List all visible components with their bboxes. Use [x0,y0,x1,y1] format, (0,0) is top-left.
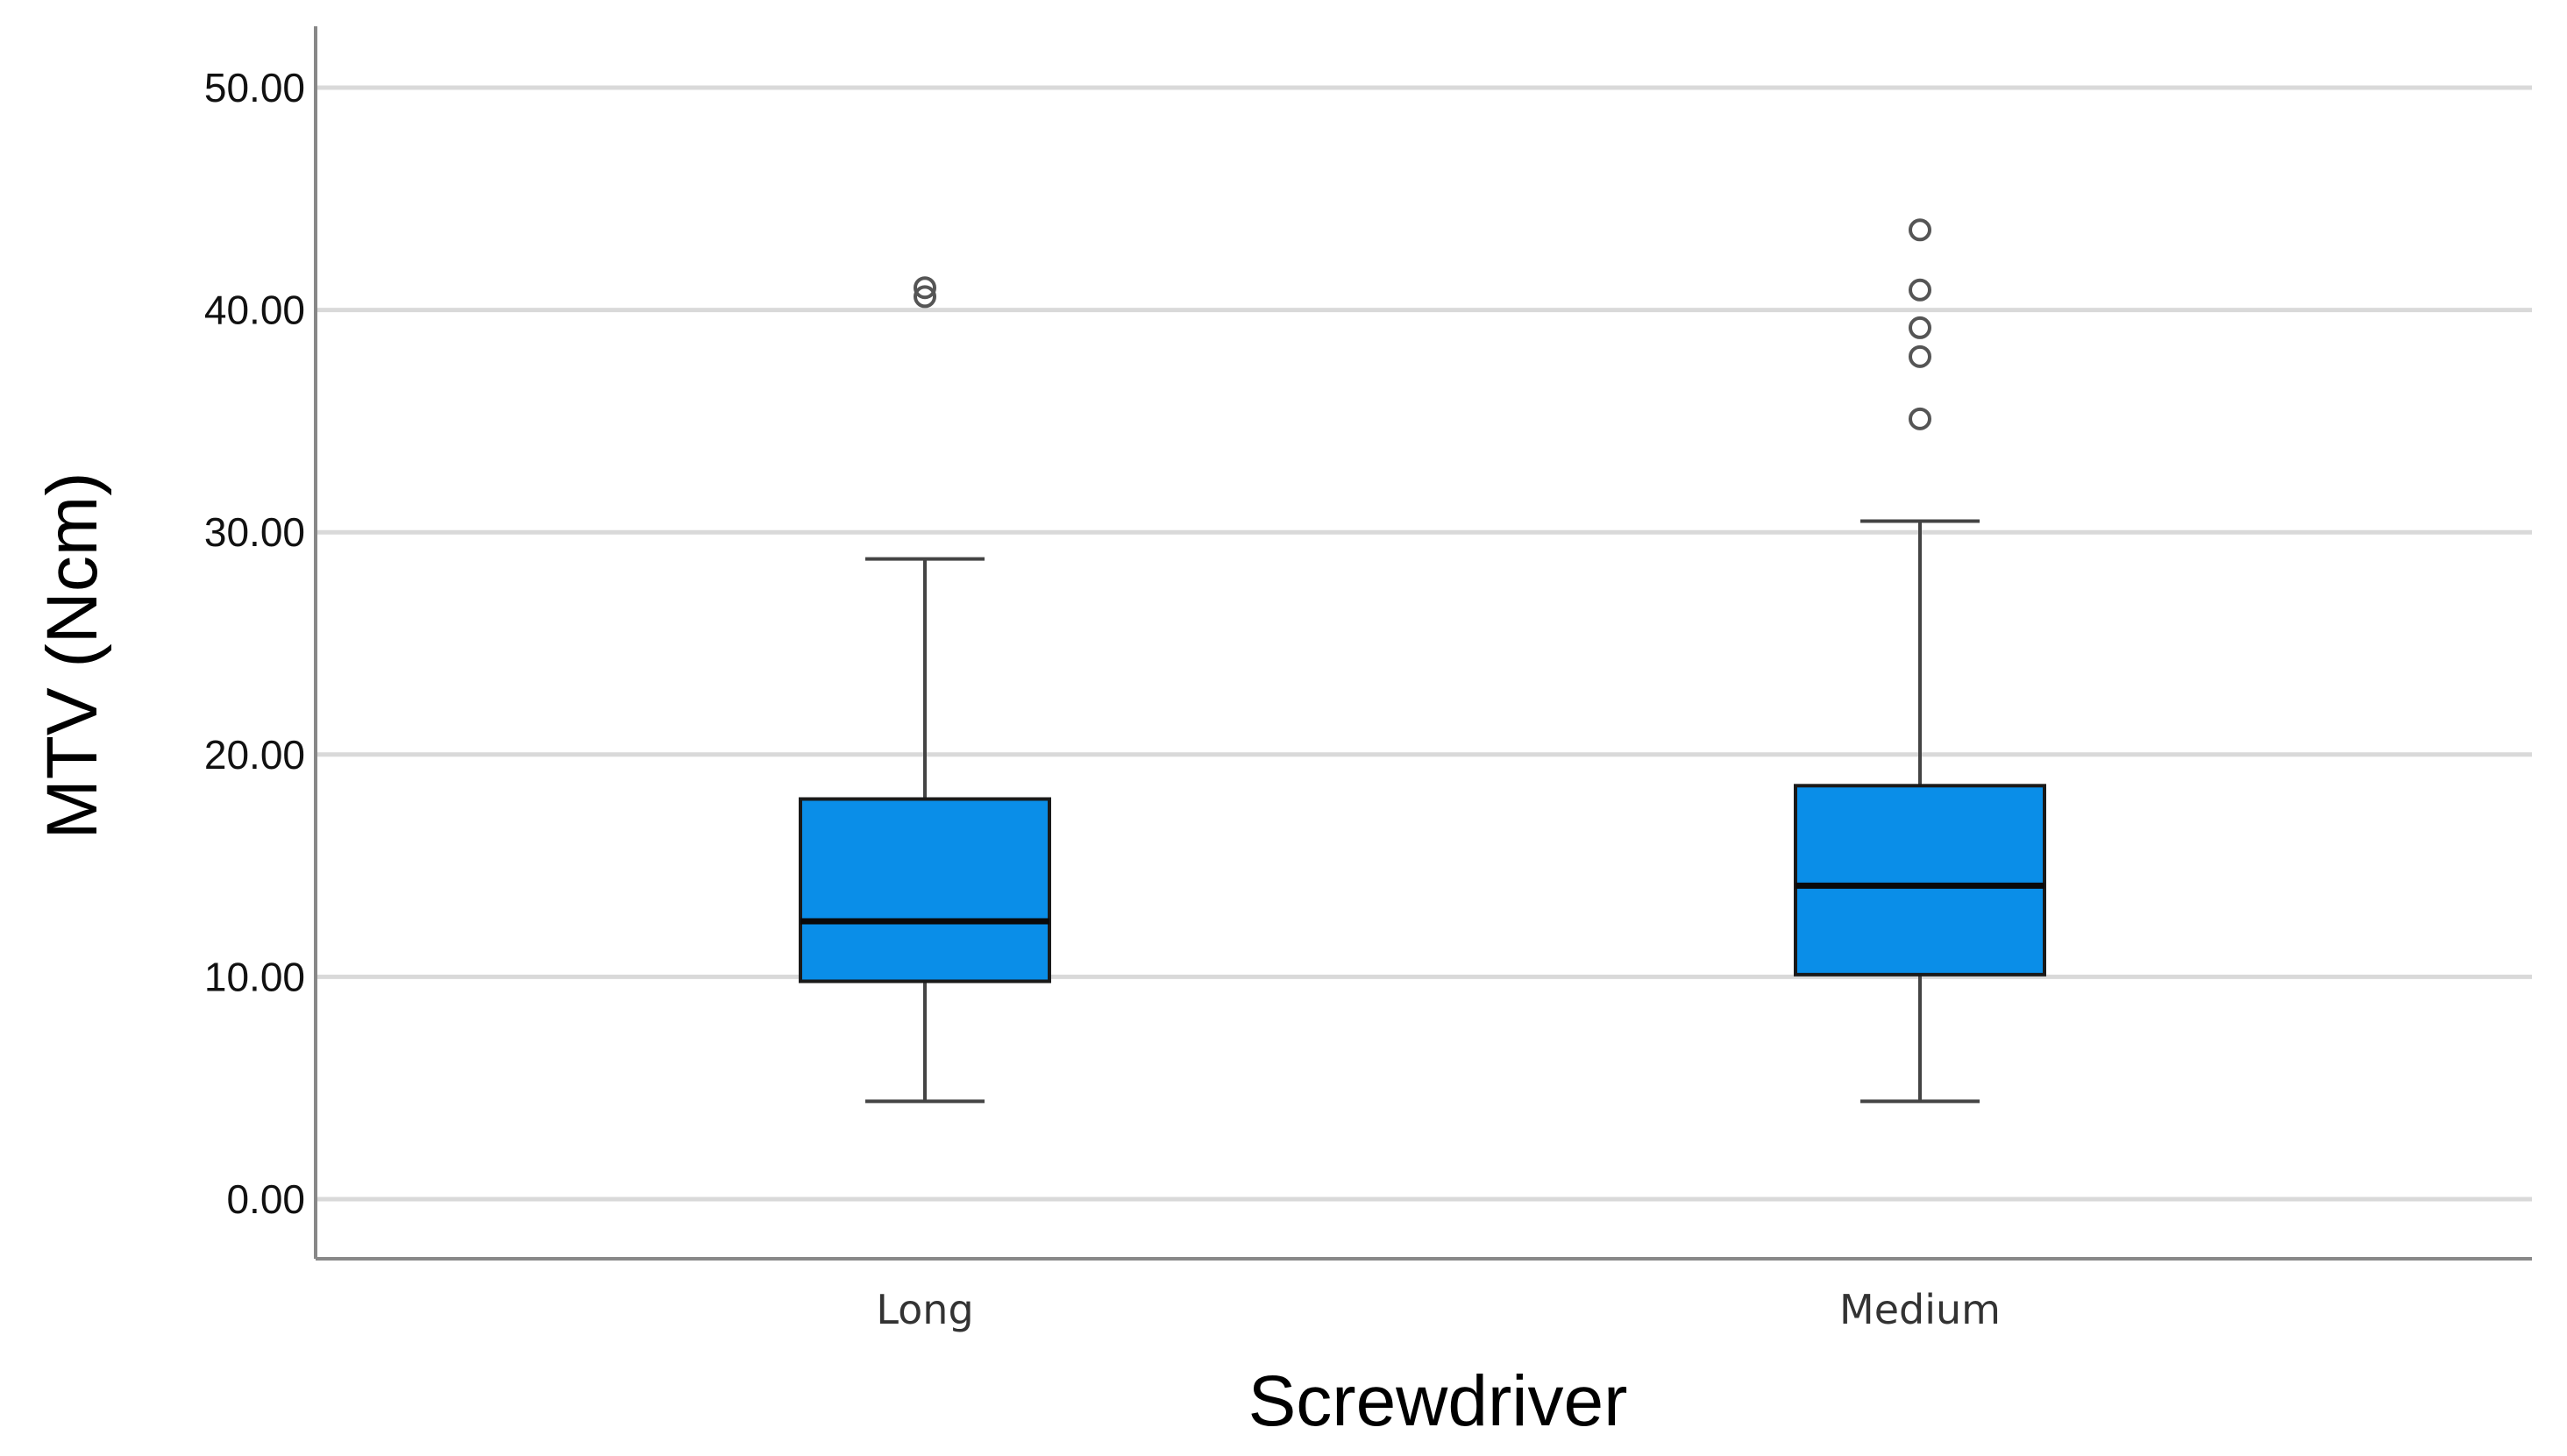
iqr-box [799,797,1051,984]
y-tick-label: 30.00 [204,509,305,555]
x-axis-title: Screwdriver [1248,1361,1628,1441]
y-tick-labels: 0.00 10.00 20.00 30.00 40.00 50.00 [204,65,305,1222]
y-tick-label: 50.00 [204,65,305,110]
outlier-point [1909,407,1931,430]
outlier-point [1909,316,1931,339]
gridlines [316,85,2532,1202]
box-group-long [799,276,1051,1104]
x-tick-label: Medium [1839,1286,2001,1333]
x-tick-label: Long [876,1286,973,1333]
y-axis-title: MTV (Ncm) [32,472,112,839]
outlier-point [1909,344,1931,368]
y-tick-label: 0.00 [226,1176,305,1222]
outlier-point [914,276,936,300]
boxes [799,218,2046,1104]
y-tick-label: 20.00 [204,732,305,778]
outlier-point [914,285,936,309]
outlier-point [1909,278,1931,302]
y-tick-label: 40.00 [204,288,305,333]
outlier-point [1909,218,1931,242]
x-tick-labels: Long Medium [876,1286,2001,1333]
axes [314,26,2532,1261]
iqr-box [1794,784,2046,977]
y-tick-label: 10.00 [204,954,305,999]
box-group-medium [1794,218,2046,1104]
